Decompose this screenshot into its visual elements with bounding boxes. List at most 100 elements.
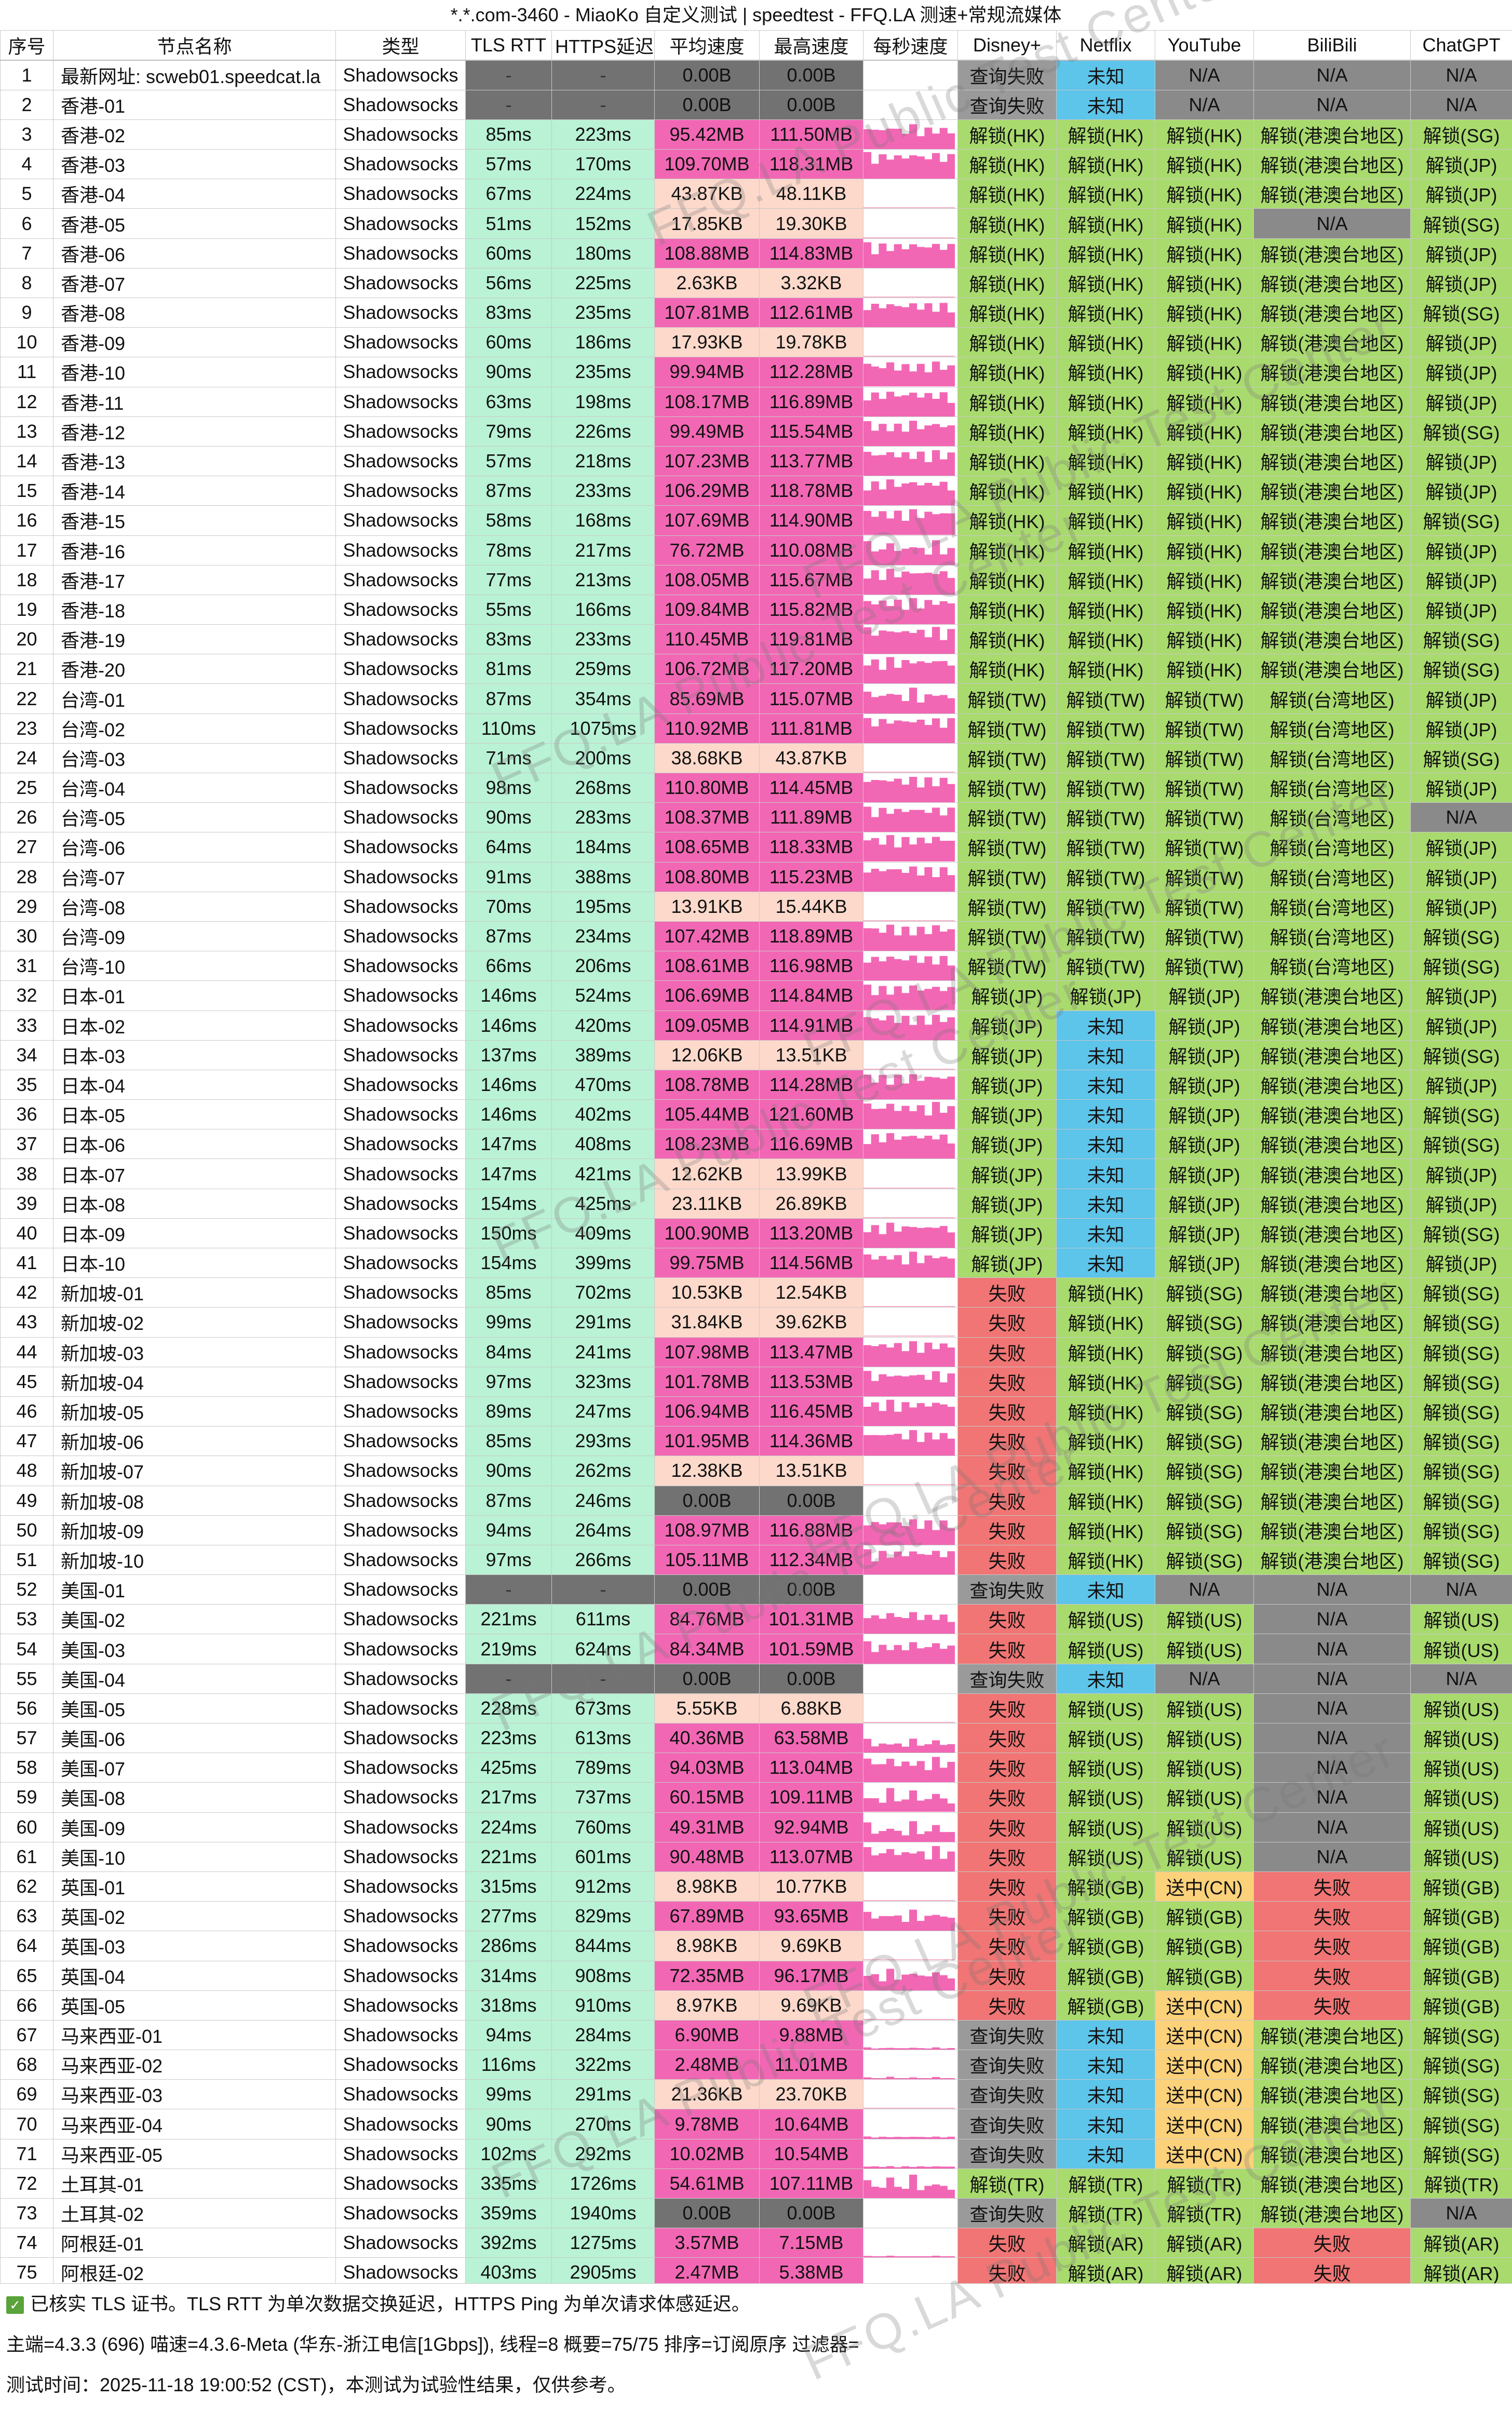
sparkline-bar: [909, 722, 917, 743]
col-header-bilibili[interactable]: BiliBili: [1254, 31, 1411, 60]
sparkline-bar: [932, 920, 940, 921]
col-header-netflix[interactable]: Netflix: [1057, 31, 1155, 60]
sparkline-bar: [901, 1351, 909, 1367]
col-header-node-name[interactable]: 节点名称: [53, 31, 336, 60]
cell-disney: 解锁(TW): [958, 803, 1057, 832]
cell-index: 29: [1, 892, 53, 921]
sparkline-bar: [917, 2256, 925, 2257]
col-header-youtube[interactable]: YouTube: [1155, 31, 1254, 60]
cell-tls-rtt: -: [466, 60, 552, 90]
sparkline-bar: [947, 920, 955, 921]
col-header-https-latency[interactable]: HTTPS延迟: [552, 31, 655, 60]
col-header-max-speed[interactable]: 最高速度: [760, 31, 863, 60]
sparkline-bar: [879, 207, 886, 208]
sparkline-bar: [909, 920, 917, 921]
col-header-chatgpt[interactable]: ChatGPT: [1411, 31, 1512, 60]
col-header-type[interactable]: 类型: [336, 31, 466, 60]
col-header-per-second-speed[interactable]: 每秒速度: [863, 31, 958, 60]
col-header-disney[interactable]: Disney+: [958, 31, 1057, 60]
col-header-avg-speed[interactable]: 平均速度: [655, 31, 760, 60]
cell-tls-rtt: 221ms: [466, 1605, 552, 1634]
cell-chatgpt: 解锁(SG): [1411, 654, 1512, 684]
cell-tls-rtt: 146ms: [466, 981, 552, 1011]
col-header-tls-rtt[interactable]: TLS RTT: [466, 31, 552, 60]
col-header-index[interactable]: 序号: [1, 31, 53, 60]
